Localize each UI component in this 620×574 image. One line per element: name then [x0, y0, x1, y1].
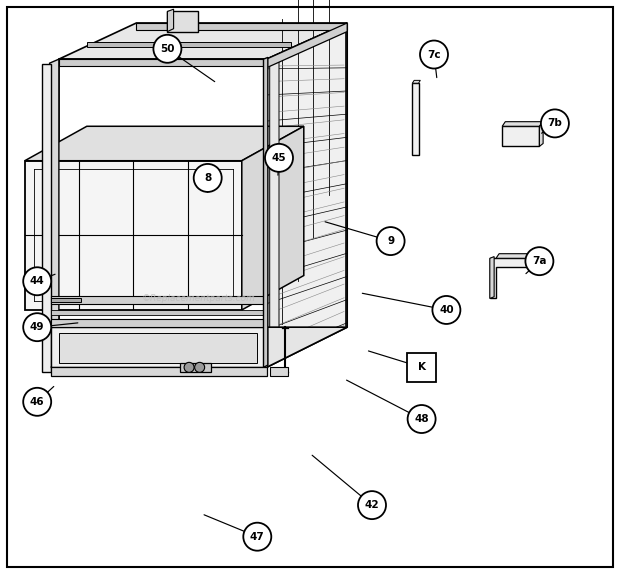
Polygon shape — [496, 254, 533, 258]
Polygon shape — [51, 327, 267, 367]
Polygon shape — [242, 126, 304, 310]
Circle shape — [23, 267, 51, 295]
Circle shape — [541, 110, 569, 137]
Polygon shape — [51, 319, 267, 327]
Circle shape — [525, 247, 554, 275]
Text: K: K — [418, 362, 425, 373]
Circle shape — [432, 296, 461, 324]
Text: 46: 46 — [30, 397, 45, 407]
Circle shape — [420, 41, 448, 68]
Text: 7a: 7a — [532, 256, 547, 266]
Polygon shape — [51, 327, 347, 367]
Circle shape — [407, 405, 436, 433]
Polygon shape — [51, 298, 81, 302]
Circle shape — [153, 35, 182, 63]
Polygon shape — [42, 64, 51, 372]
Text: 47: 47 — [250, 532, 265, 542]
Polygon shape — [50, 59, 59, 372]
Text: 7b: 7b — [547, 118, 562, 129]
Text: 49: 49 — [30, 322, 45, 332]
Polygon shape — [270, 367, 288, 376]
Text: 40: 40 — [439, 305, 454, 315]
Polygon shape — [59, 59, 267, 66]
Text: ©Replacementparts.com: ©Replacementparts.com — [141, 294, 255, 303]
Text: 9: 9 — [387, 236, 394, 246]
Circle shape — [358, 491, 386, 519]
Polygon shape — [51, 367, 267, 376]
Polygon shape — [270, 60, 279, 362]
Polygon shape — [412, 80, 420, 83]
Circle shape — [195, 362, 205, 373]
Polygon shape — [59, 23, 347, 59]
Polygon shape — [167, 9, 174, 32]
Polygon shape — [51, 310, 267, 315]
Text: 48: 48 — [414, 414, 429, 424]
Polygon shape — [267, 23, 347, 367]
Polygon shape — [490, 257, 494, 298]
Circle shape — [23, 313, 51, 341]
Polygon shape — [180, 363, 211, 372]
Circle shape — [243, 523, 272, 550]
Circle shape — [23, 388, 51, 416]
Polygon shape — [25, 161, 242, 310]
Circle shape — [376, 227, 405, 255]
Text: 42: 42 — [365, 500, 379, 510]
Circle shape — [265, 144, 293, 172]
Polygon shape — [539, 123, 543, 146]
Polygon shape — [502, 122, 542, 126]
Polygon shape — [167, 11, 198, 32]
Polygon shape — [59, 333, 257, 363]
Polygon shape — [412, 83, 418, 155]
Text: 8: 8 — [204, 173, 211, 183]
FancyBboxPatch shape — [407, 352, 436, 382]
Polygon shape — [264, 57, 268, 367]
Text: 44: 44 — [30, 276, 45, 286]
Text: 45: 45 — [272, 153, 286, 163]
Polygon shape — [51, 296, 267, 304]
Circle shape — [193, 164, 222, 192]
Polygon shape — [490, 258, 530, 298]
Polygon shape — [136, 23, 347, 30]
Polygon shape — [502, 126, 539, 146]
Polygon shape — [25, 126, 304, 161]
Polygon shape — [68, 68, 257, 364]
Polygon shape — [59, 59, 267, 367]
Polygon shape — [87, 42, 291, 47]
Polygon shape — [267, 23, 347, 68]
Circle shape — [184, 362, 194, 373]
Text: 50: 50 — [160, 44, 175, 54]
Text: 7c: 7c — [427, 49, 441, 60]
